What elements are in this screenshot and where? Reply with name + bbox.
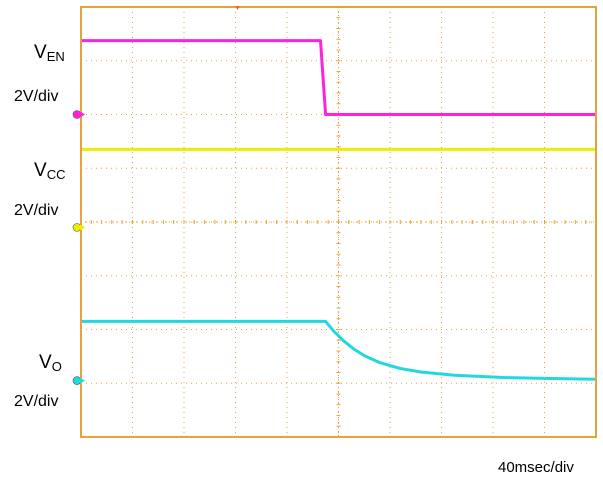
graticule	[80, 6, 597, 438]
label-v-o: VO	[39, 352, 62, 374]
label-v-en: VEN	[34, 42, 65, 64]
scale-v-o: 2V/div	[14, 393, 59, 410]
traces	[81, 39, 597, 381]
ground-markers	[72, 6, 240, 385]
ground-marker-en	[72, 110, 82, 119]
label-v-cc: VCC	[34, 160, 66, 182]
ground-marker-arrow	[80, 111, 85, 118]
ground-marker-cc	[72, 223, 82, 232]
trace-o	[81, 319, 597, 381]
screen-border	[80, 6, 597, 438]
ground-marker-arrow	[80, 224, 85, 231]
scale-v-en: 2V/div	[14, 88, 59, 105]
ground-marker-arrow	[80, 377, 85, 384]
scale-v-cc: 2V/div	[14, 202, 59, 219]
trace-en	[81, 39, 596, 116]
ground-marker-o	[72, 376, 82, 385]
timebase-label: 40msec/div	[498, 459, 574, 476]
trigger-position-marker	[235, 6, 240, 10]
